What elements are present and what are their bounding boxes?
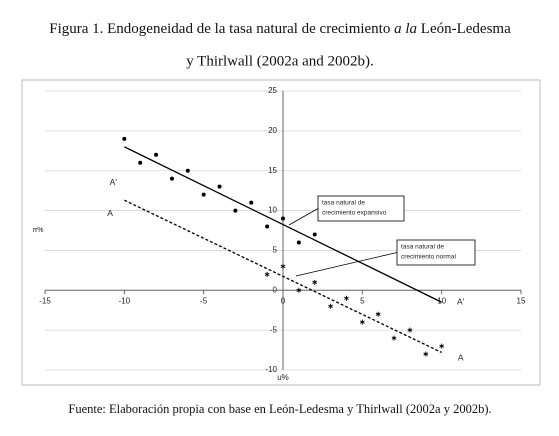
data-point [169, 176, 174, 181]
annotation-box [396, 239, 476, 266]
title-part: Figura 1. Endogeneidad de la tasa natura… [49, 21, 390, 37]
annotation-arrow [295, 252, 398, 277]
trend-line [124, 146, 442, 303]
chart-title: y Thirlwall (2002a and 2002b). [186, 53, 374, 69]
title-part: León-Ledesma [421, 21, 511, 37]
y-axis-label: π% [32, 227, 43, 234]
plot: -10-50510152025-15-10-5051015u%π%A'AA'At… [32, 86, 526, 382]
x-tick-label: 0 [281, 296, 286, 305]
y-tick-label: 20 [268, 126, 277, 135]
y-tick-label: 25 [268, 86, 277, 95]
chart-title: Figura 1. Endogeneidad de la tasa natura… [49, 21, 511, 37]
x-tick-label: -5 [200, 296, 208, 305]
line-label: A' [110, 177, 118, 187]
data-point [233, 208, 238, 213]
title-part: a la [394, 21, 417, 37]
data-point [312, 279, 318, 285]
x-axis-label: u% [277, 373, 289, 382]
data-point [344, 295, 349, 301]
x-tick-label: 5 [360, 296, 365, 305]
data-point [439, 343, 445, 349]
annotation-box [317, 195, 405, 222]
y-tick-label: 15 [268, 166, 277, 175]
line-label: A' [457, 296, 465, 306]
annotation-text: tasa natural de [401, 244, 444, 251]
data-point [264, 271, 270, 277]
y-tick-label: 5 [273, 246, 278, 255]
data-point [296, 287, 302, 293]
chart-frame [21, 79, 541, 386]
data-point [296, 240, 301, 245]
data-point [265, 224, 270, 229]
annotation-text: crecimiento normal [401, 254, 456, 261]
source-note: Fuente: Elaboración propia con base en L… [68, 402, 491, 416]
data-point [281, 216, 285, 221]
data-point [249, 200, 254, 205]
data-point [375, 311, 381, 317]
data-point [407, 327, 413, 333]
line-label: A [107, 208, 113, 218]
data-point [280, 263, 286, 269]
data-point [391, 335, 397, 341]
y-tick-label: -5 [270, 325, 278, 334]
x-tick-label: -10 [119, 296, 131, 305]
data-point [217, 184, 222, 189]
data-point [201, 192, 206, 197]
y-tick-label: 10 [268, 206, 277, 215]
data-point [312, 232, 317, 237]
y-tick-label: -10 [265, 365, 277, 374]
annotation-text: tasa natural de [322, 200, 365, 207]
data-point [328, 303, 333, 309]
data-point [138, 160, 143, 165]
data-point [359, 319, 365, 325]
x-tick-label: -15 [39, 296, 51, 305]
data-point [185, 168, 190, 173]
annotation-text: crecimiento expansivo [322, 210, 387, 217]
x-tick-label: 10 [437, 296, 446, 305]
annotation-arrow [288, 208, 319, 226]
data-point [423, 351, 429, 357]
data-point [154, 152, 159, 157]
data-point [122, 136, 127, 141]
x-tick-label: 15 [517, 296, 526, 305]
trend-line [124, 199, 442, 354]
line-label: A [458, 352, 464, 362]
